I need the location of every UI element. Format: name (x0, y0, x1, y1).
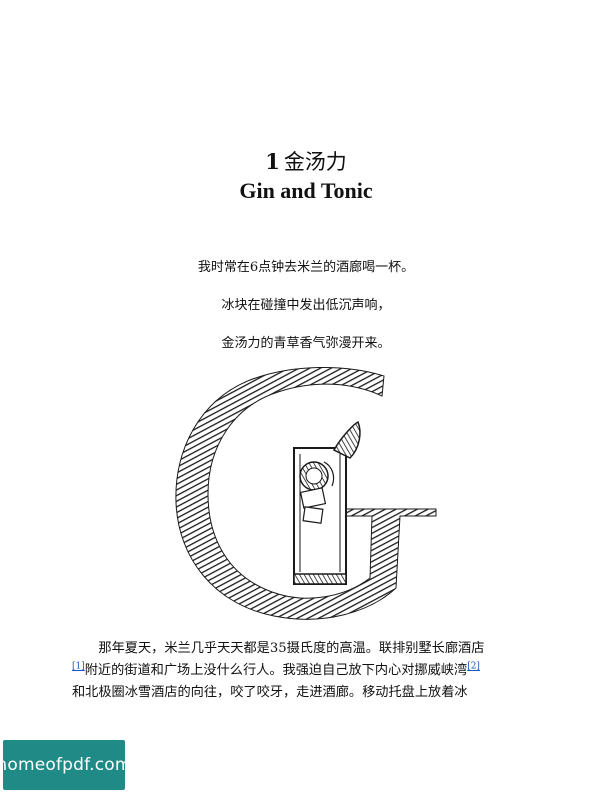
footnote-link-2[interactable]: [2] (467, 661, 480, 672)
footnote-link-1[interactable]: [1] (72, 661, 85, 672)
epigraph-line: 我时常在6点钟去米兰的酒廊喝一杯。 (197, 260, 415, 275)
paragraph: 那年夏天，米兰几乎天天都是35摄氏度的高温。联排别墅长廊酒店 [1]附近的街道和广… (72, 638, 540, 704)
watermark-logo: homeofpdf.com (0, 740, 131, 790)
chapter-heading: 1 金汤力 Gin and Tonic (0, 148, 612, 205)
body-paragraph: 那年夏天，米兰几乎天天都是35摄氏度的高温。联排别墅长廊酒店 [1]附近的街道和广… (72, 638, 540, 704)
epigraph-line: 冰块在碰撞中发出低沉声响， (221, 298, 391, 313)
epigraph-line: 金汤力的青草香气弥漫开来。 (221, 336, 391, 351)
chapter-number: 1 (265, 149, 280, 174)
chapter-title-cn-text: 金汤力 (283, 150, 347, 174)
body-text-segment: 和北极圈冰雪酒店的向往，咬了咬牙，走进酒廊。移动托盘上放着冰 (72, 685, 468, 700)
epigraph: 我时常在6点钟去米兰的酒廊喝一杯。 冰块在碰撞中发出低沉声响， 金汤力的青草香气… (0, 256, 612, 370)
body-text-segment: 那年夏天，米兰几乎天天都是35摄氏度的高温。联排别墅长廊酒店 (98, 641, 485, 656)
chapter-title-cn: 1 金汤力 (0, 148, 612, 176)
chapter-title-en: Gin and Tonic (239, 178, 373, 203)
gin-glass-letter-g-icon (174, 366, 438, 622)
body-text-segment: 附近的街道和广场上没什么行人。我强迫自己放下内心对挪威峡湾 (84, 663, 468, 678)
